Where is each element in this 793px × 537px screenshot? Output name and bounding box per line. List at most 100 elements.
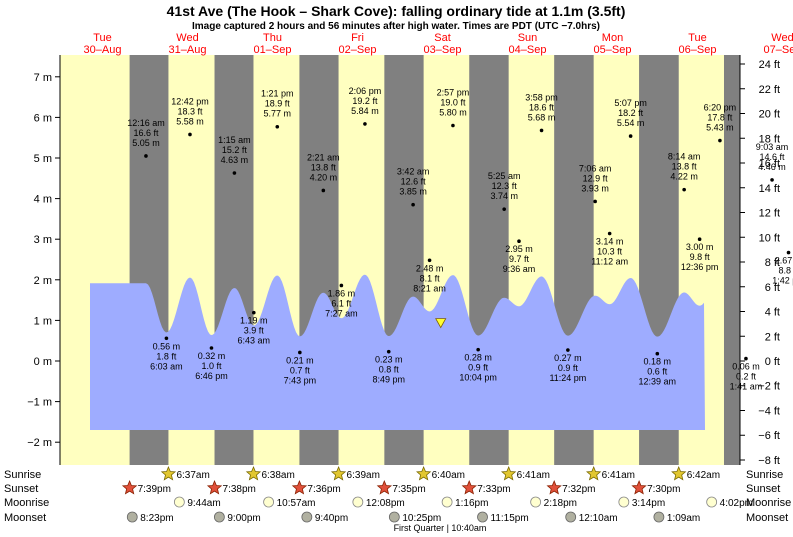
- right-tick-label: −8 ft: [758, 455, 780, 467]
- tide-extreme-label: 5:07 pm: [614, 98, 647, 108]
- tide-extreme-label: 12.3 ft: [492, 181, 518, 191]
- tide-extreme-label: 15.2 ft: [222, 145, 248, 155]
- left-tick-label: 3 m: [34, 234, 52, 246]
- chart-subtitle: Image captured 2 hours and 56 minutes af…: [192, 21, 600, 32]
- tide-extreme-label: 19.0 ft: [440, 98, 466, 108]
- tide-extreme-label: 5.80 m: [439, 108, 467, 118]
- sunrise-time: 6:40am: [432, 470, 465, 481]
- tide-extreme-dot: [363, 122, 367, 126]
- right-tick-label: −4 ft: [758, 405, 780, 417]
- left-tick-label: −1 m: [27, 397, 52, 409]
- left-tick-label: 1 m: [34, 315, 52, 327]
- day-label-date: 01–Sep: [254, 44, 292, 56]
- right-tick-label: 20 ft: [759, 109, 780, 121]
- tide-extreme-label: 11:12 am: [591, 257, 628, 267]
- sunrise-icon: [416, 465, 432, 481]
- day-label-dow: Mon: [602, 32, 623, 44]
- tide-extreme-label: 6:43 am: [238, 336, 271, 346]
- sunrise-time: 6:41am: [602, 470, 635, 481]
- tide-extreme-label: 4.46 m: [758, 162, 786, 172]
- tide-extreme-dot: [144, 154, 148, 158]
- moonrise-row-label-right: Moonrise: [746, 497, 791, 509]
- tide-extreme-dot: [744, 356, 748, 361]
- tide-extreme-label: 18.9 ft: [265, 99, 291, 109]
- moon-phase-label: First Quarter | 10:40am: [394, 523, 487, 533]
- tide-extreme-label: 5:25 am: [488, 171, 521, 181]
- night-band: [723, 55, 740, 465]
- sunset-row-label-left: Sunset: [4, 483, 38, 495]
- sunrise-time: 6:39am: [347, 470, 380, 481]
- tide-extreme-label: 0.6 ft: [647, 367, 668, 377]
- right-tick-label: 0 ft: [765, 356, 780, 368]
- tide-extreme-dot: [718, 138, 722, 143]
- tide-extreme-label: 6.1 ft: [331, 298, 352, 308]
- right-tick-label: 4 ft: [765, 307, 780, 319]
- moonset-icon: [126, 511, 138, 523]
- tide-extreme-dot: [427, 258, 432, 263]
- tide-extreme-label: 1.0 ft: [201, 361, 222, 371]
- left-tick-label: 7 m: [34, 72, 52, 84]
- tide-extreme-label: 0.8 ft: [379, 365, 400, 375]
- day-label-date: 03–Sep: [424, 44, 462, 56]
- tide-extreme-label: 8.8 ft: [779, 266, 793, 276]
- sunrise-icon: [585, 465, 602, 481]
- tide-extreme-label: 4.63 m: [221, 155, 249, 165]
- sunrise-icon: [330, 465, 347, 481]
- tide-extreme-dot: [411, 202, 415, 207]
- tide-extreme-label: 9:03 am: [756, 142, 789, 152]
- right-tick-label: 10 ft: [759, 232, 780, 244]
- moonrise-row-label-left: Moonrise: [4, 497, 49, 509]
- tide-extreme-dot: [188, 132, 192, 137]
- tide-extreme-label: 12.9 ft: [583, 173, 609, 183]
- left-tick-label: 6 m: [34, 112, 52, 124]
- tide-extreme-label: 5.05 m: [132, 138, 160, 148]
- tide-extreme-dot: [566, 348, 570, 352]
- day-label-date: 30–Aug: [84, 44, 122, 56]
- sunrise-time: 6:37am: [176, 470, 209, 481]
- moonrise-icon: [173, 496, 185, 508]
- tide-extreme-label: 0.32 m: [198, 351, 226, 361]
- moonset-icon: [653, 511, 665, 523]
- tide-extreme-label: 4.22 m: [670, 172, 698, 182]
- tide-extreme-label: 0.2 ft: [736, 372, 757, 382]
- day-label-date: 02–Sep: [339, 44, 377, 56]
- tide-extreme-label: 14.6 ft: [760, 152, 786, 162]
- tide-extreme-label: 8:21 am: [413, 283, 446, 293]
- sunset-time: 7:38pm: [223, 484, 256, 495]
- chart-title: 41st Ave (The Hook – Shark Cove): fallin…: [167, 3, 626, 19]
- tide-extreme-label: 2.67 m: [775, 256, 793, 266]
- tide-extreme-label: 0.9 ft: [558, 363, 579, 373]
- day-label-dow: Thu: [263, 32, 282, 44]
- left-tick-label: −2 m: [27, 437, 52, 449]
- sunrise-row-label-right: Sunrise: [746, 469, 783, 481]
- tide-extreme-label: 5.84 m: [351, 106, 379, 116]
- tide-extreme-dot: [476, 347, 480, 352]
- right-tick-label: 12 ft: [759, 208, 780, 220]
- day-label-date: 04–Sep: [509, 44, 547, 56]
- axes: 7 m 6 m 5 m 4 m 3 m 2 m 1 m 0 m −1 m −2 m 24 ft 22 …: [27, 55, 780, 467]
- day-label-dow: Fri: [351, 32, 364, 44]
- tide-extreme-label: 19.2 ft: [352, 96, 378, 106]
- day-label-dow: Tue: [688, 32, 707, 44]
- tide-extreme-label: 0.56 m: [153, 341, 181, 351]
- tide-extreme-label: 12.6 ft: [401, 177, 427, 187]
- tide-extreme-label: 0.28 m: [464, 353, 492, 363]
- left-tick-label: 5 m: [34, 153, 52, 165]
- tide-extreme-dot: [517, 239, 521, 244]
- moonset-icon: [388, 511, 400, 523]
- tide-extreme-label: 3.93 m: [581, 183, 609, 193]
- tide-extreme-label: 0.18 m: [644, 357, 672, 367]
- moonset-row-label-right: Moonset: [746, 512, 788, 524]
- tide-extreme-label: 8:49 pm: [372, 375, 405, 385]
- moonrise-time: 1:16pm: [455, 498, 488, 509]
- tide-extreme-label: 7:06 am: [579, 163, 612, 173]
- tide-extreme-label: 6:46 pm: [195, 371, 228, 381]
- moonset-icon: [213, 511, 225, 523]
- tide-extreme-dot: [232, 171, 237, 175]
- tide-extreme-label: 1.8 ft: [156, 351, 177, 361]
- tide-extreme-label: 11:24 pm: [549, 373, 586, 383]
- moonset-icon: [301, 511, 313, 523]
- tide-extreme-label: 0.27 m: [554, 353, 582, 363]
- tide-extreme-label: 8.1 ft: [420, 273, 441, 283]
